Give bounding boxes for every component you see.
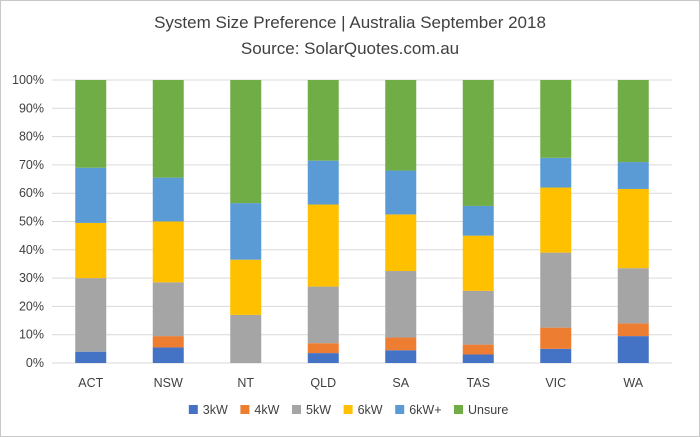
bar-segment [540,252,572,328]
bar-segment [462,80,494,206]
bar-segment [385,337,417,351]
gridlines [52,79,672,364]
bar-segment [617,162,649,189]
bar-segment [462,290,494,345]
bar-segment [307,286,339,344]
x-tick-label: VIC [545,376,566,390]
bar-segment [462,235,494,291]
x-tick-label: TAS [467,376,490,390]
y-tick-label: 20% [19,299,44,313]
bar-segment [230,314,262,363]
bar-segment [307,80,339,161]
y-tick-label: 100% [12,73,44,87]
bar-segment [385,170,417,215]
bar-segment [462,344,494,355]
bar-segment [540,80,572,158]
bar-segment [230,203,262,260]
x-tick-label: NSW [154,376,183,390]
chart-subtitle: Source: SolarQuotes.com.au [241,39,459,58]
x-tick-label: ACT [78,376,103,390]
legend-swatch [240,405,250,414]
bar-segment [385,350,417,363]
x-axis: ACT NSW NT QLD SA TAS VIC WA [78,376,643,390]
legend-label: 6kW [358,403,383,417]
legend-swatch [292,405,301,414]
bar-segment [230,80,262,204]
bar-segment [540,327,572,349]
legend: 3kW 4kW 5kW 6kW 6kW+ Unsure [188,403,508,417]
y-tick-label: 60% [19,186,44,200]
bar-segment [152,177,184,222]
legend-label: Unsure [468,403,508,417]
x-tick-label: SA [392,376,409,390]
legend-swatch [188,405,198,414]
bar-segment [75,351,107,363]
bar-segment [152,80,184,178]
x-tick-label: QLD [310,376,336,390]
bar-segment [75,222,107,279]
legend-swatch [454,405,463,414]
bar-segment [307,160,339,205]
x-tick-label: NT [237,376,254,390]
legend-label: 6kW+ [409,403,441,417]
bar-segment [152,282,184,337]
bars [75,80,649,363]
bar-segment [307,353,339,363]
bar-segment [385,80,417,171]
y-tick-label: 90% [19,101,44,115]
bar-segment [617,188,649,269]
legend-swatch [395,405,405,414]
bar-segment [152,221,184,283]
bar-segment [307,343,339,354]
y-tick-label: 10% [19,328,44,342]
bar-segment [75,80,107,168]
bar-segment [617,336,649,363]
y-tick-label: 40% [19,243,44,257]
x-tick-label: WA [623,376,643,390]
y-tick-label: 70% [19,158,44,172]
bar-segment [307,204,339,287]
bar-segment [75,278,107,352]
bar-segment [462,354,494,363]
bar-segment [617,268,649,324]
y-tick-label: 0% [26,356,44,370]
legend-label: 4kW [254,403,279,417]
bar-segment [230,259,262,315]
bar-segment [617,323,649,337]
y-axis: 0% 10% 20% 30% 40% 50% 60% 70% 80% 90% 100% [12,73,44,370]
legend-label: 5kW [306,403,331,417]
bar-segment [540,187,572,253]
y-tick-label: 50% [19,215,44,229]
bar-segment [152,347,184,363]
bar-segment [540,157,572,188]
bar-segment [462,205,494,236]
bar-segment [385,271,417,338]
legend-label: 3kW [203,403,228,417]
legend-swatch [343,405,353,414]
bar-segment [152,336,184,348]
y-tick-label: 30% [19,271,44,285]
y-tick-label: 80% [19,130,44,144]
bar-segment [75,167,107,223]
bar-segment [540,348,572,363]
bar-segment [385,214,417,272]
bar-segment [617,80,649,163]
chart-title: System Size Preference | Australia Septe… [154,13,546,32]
